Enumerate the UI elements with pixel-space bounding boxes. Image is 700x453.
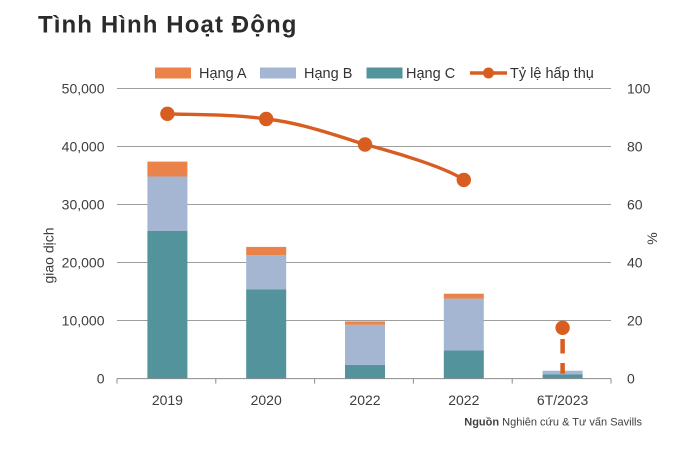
svg-text:Hạng C: Hạng C	[406, 66, 455, 82]
svg-text:20: 20	[627, 313, 643, 329]
svg-text:Tỷ lệ hấp thụ: Tỷ lệ hấp thụ	[510, 66, 594, 82]
svg-text:100: 100	[627, 81, 651, 97]
svg-text:50,000: 50,000	[62, 81, 105, 97]
svg-text:30,000: 30,000	[62, 197, 105, 213]
svg-text:2020: 2020	[251, 392, 282, 408]
svg-text:40,000: 40,000	[62, 139, 105, 155]
svg-text:10,000: 10,000	[62, 313, 105, 329]
svg-text:Tình Hình Hoạt Động: Tình Hình Hoạt Động	[38, 12, 298, 39]
svg-text:%: %	[644, 232, 660, 244]
svg-text:0: 0	[627, 371, 635, 387]
svg-text:Nguồn Nghiên cứu & Tư vấn Savi: Nguồn Nghiên cứu & Tư vấn Savills	[464, 417, 642, 429]
svg-text:2019: 2019	[152, 392, 183, 408]
svg-text:6T/2023: 6T/2023	[537, 392, 589, 408]
svg-text:Hạng A: Hạng A	[199, 66, 247, 82]
svg-text:40: 40	[627, 255, 643, 271]
svg-text:Hạng B: Hạng B	[304, 66, 352, 82]
svg-text:80: 80	[627, 139, 643, 155]
svg-text:giao dịch: giao dịch	[41, 227, 57, 283]
svg-text:0: 0	[97, 371, 105, 387]
svg-text:60: 60	[627, 197, 643, 213]
svg-text:2022: 2022	[448, 392, 479, 408]
svg-text:20,000: 20,000	[62, 255, 105, 271]
svg-text:2022: 2022	[349, 392, 380, 408]
